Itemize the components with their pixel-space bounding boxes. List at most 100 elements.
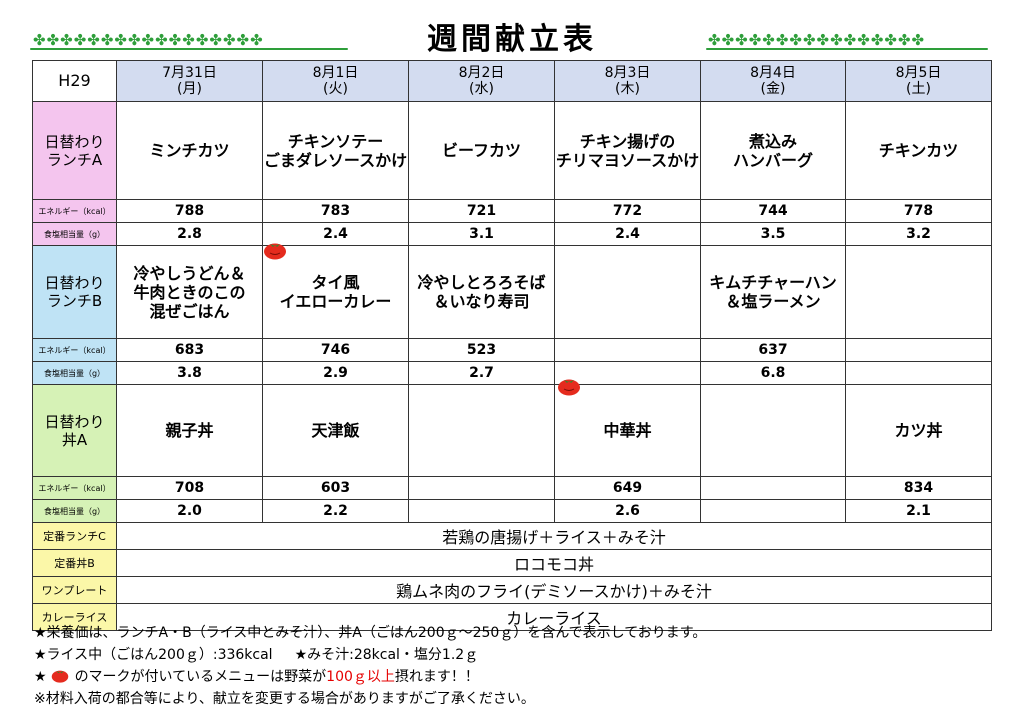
fixed-menu-value: 鶏ムネ肉のフライ(デミソースかけ)＋みそ汁 xyxy=(116,576,992,604)
energy-value: 523 xyxy=(408,338,555,362)
dish-cell: チキン揚げの チリマヨソースかけ xyxy=(554,101,701,200)
date-text: 8月5日 xyxy=(895,65,942,81)
dish-line: ビーフカツ xyxy=(441,141,522,160)
lunch-a-label: 日替わり ランチA xyxy=(32,101,117,200)
dish-cell xyxy=(408,384,555,477)
tomato-icon xyxy=(51,670,68,683)
dish-line: 牛肉ときのこの xyxy=(133,282,246,302)
year-cell: H29 xyxy=(32,60,117,102)
don-a-salt-row: 食塩相当量（g） 2.0 2.2 2.6 2.1 xyxy=(32,499,992,523)
don-a-label: 日替わり 丼A xyxy=(32,384,117,477)
energy-value: 708 xyxy=(116,476,263,500)
tomato-icon xyxy=(264,243,286,260)
dish-line: ハンバーグ xyxy=(732,150,813,170)
date-text: 7月31日 xyxy=(162,65,217,81)
salt-value: 2.2 xyxy=(262,499,409,523)
dish-cell: ミンチカツ xyxy=(116,101,263,200)
energy-value: 683 xyxy=(116,338,263,362)
energy-label: エネルギー（kcal） xyxy=(32,338,117,362)
lunch-b-label: 日替わり ランチB xyxy=(32,245,117,339)
dish-line: チキンソテー xyxy=(287,131,384,151)
label-line: 日替わり xyxy=(44,132,105,151)
dish-cell: ビーフカツ xyxy=(408,101,555,200)
dish-cell: 冷やしとろろそば ＆いなり寿司 xyxy=(408,245,555,339)
weekday-text: (月) xyxy=(177,81,202,97)
date-header: 8月3日 (木) xyxy=(554,60,701,102)
energy-value: 772 xyxy=(554,199,701,223)
dish-line: チキンカツ xyxy=(878,141,959,160)
energy-value: 834 xyxy=(845,476,992,500)
lunch-b-energy-row: エネルギー（kcal） 683 746 523 637 xyxy=(32,338,992,362)
dish-line: キムチチャーハン xyxy=(709,273,837,292)
salt-value: 2.1 xyxy=(845,499,992,523)
date-header: 8月4日 (金) xyxy=(700,60,846,102)
lunch-b-dish-row: 日替わり ランチB 冷やしうどん＆ 牛肉ときのこの 混ぜごはん タイ風 イエローカレー … xyxy=(32,245,992,339)
label-line: ランチA xyxy=(46,150,103,169)
vegetable-note-end: 摂れます！！ xyxy=(394,669,479,685)
dish-cell: タイ風 イエローカレー xyxy=(262,245,409,339)
weekday-text: (水) xyxy=(469,81,494,97)
energy-value: 721 xyxy=(408,199,555,223)
weekday-text: (金) xyxy=(760,81,786,97)
energy-value: 744 xyxy=(700,199,846,223)
energy-value xyxy=(700,476,846,500)
note-line: ※材料入荷の都合等により、献立を変更する場合がありますがご了承ください。 xyxy=(34,691,535,707)
menu-table: H29 7月31日 (月) 8月1日 (火) 8月2日 (水) 8月3日 (木) 8月4… xyxy=(32,60,992,631)
vegetable-note: のマークが付いているメニューは野菜が xyxy=(74,669,327,685)
dish-cell: カツ丼 xyxy=(845,384,992,477)
date-text: 8月4日 xyxy=(750,65,796,81)
rice-note: ★ライス中（ごはん200ｇ）:336kcal xyxy=(34,647,273,663)
dish-cell: 煮込み ハンバーグ xyxy=(700,101,846,200)
dish-line: チリマヨソースかけ xyxy=(555,150,700,170)
salt-value: 2.9 xyxy=(262,361,409,385)
energy-value: 649 xyxy=(554,476,701,500)
salt-value: 3.8 xyxy=(116,361,263,385)
label-line: 日替わり xyxy=(44,412,105,431)
dish-line: 冷やしとろろそば xyxy=(417,273,546,292)
fixed-menu-label: ワンプレート xyxy=(32,576,117,604)
salt-value: 2.0 xyxy=(116,499,263,523)
energy-value: 603 xyxy=(262,476,409,500)
lunch-a-energy-row: エネルギー（kcal） 788 783 721 772 744 778 xyxy=(32,199,992,223)
miso-note: ★みそ汁:28kcal・塩分1.2ｇ xyxy=(294,647,479,663)
dish-line: 親子丼 xyxy=(165,421,214,440)
salt-label: 食塩相当量（g） xyxy=(32,361,117,385)
dish-cell xyxy=(554,245,701,339)
energy-value xyxy=(845,338,992,362)
fixed-menu-label: 定番ランチC xyxy=(32,522,117,550)
date-text: 8月3日 xyxy=(604,65,651,81)
energy-value xyxy=(408,476,555,500)
fixed-menu-value: 若鶏の唐揚げ＋ライス＋みそ汁 xyxy=(116,522,992,550)
note-line: ★ のマークが付いているメニューは野菜が100ｇ以上摂れます！！ xyxy=(34,666,706,688)
salt-value: 2.4 xyxy=(262,222,409,246)
dish-cell xyxy=(845,245,992,339)
salt-value xyxy=(845,361,992,385)
energy-value: 788 xyxy=(116,199,263,223)
dish-line: 天津飯 xyxy=(311,421,360,440)
date-header: 8月2日 (水) xyxy=(408,60,555,102)
dish-cell xyxy=(700,384,846,477)
date-text: 8月2日 xyxy=(458,65,505,81)
weekday-text: (木) xyxy=(615,81,640,97)
fixed-menu-row: ワンプレート 鶏ムネ肉のフライ(デミソースかけ)＋みそ汁 xyxy=(32,576,992,604)
dish-line: イエローカレー xyxy=(279,292,392,311)
salt-value: 2.8 xyxy=(116,222,263,246)
salt-value: 3.2 xyxy=(845,222,992,246)
dish-cell: 天津飯 xyxy=(262,384,409,477)
note-line: ★栄養価は、ランチA・B（ライス中とみそ汁）、丼A（ごはん200ｇ～250ｇ）を… xyxy=(34,625,707,641)
dish-line: ミンチカツ xyxy=(149,141,230,160)
clover-decoration-left: ✤✤✤✤✤✤✤✤✤✤✤✤✤✤✤✤✤ xyxy=(33,31,264,49)
dish-line: 冷やしうどん＆ xyxy=(133,263,246,283)
lunch-a-salt-row: 食塩相当量（g） 2.8 2.4 3.1 2.4 3.5 3.2 xyxy=(32,222,992,246)
dish-cell: 中華丼 xyxy=(554,384,701,477)
salt-label: 食塩相当量（g） xyxy=(32,499,117,523)
salt-value xyxy=(700,499,846,523)
dish-cell: チキンソテー ごまダレソースかけ xyxy=(262,101,409,200)
salt-value: 6.8 xyxy=(700,361,846,385)
don-a-energy-row: エネルギー（kcal） 708 603 649 834 xyxy=(32,476,992,500)
dish-line: 混ぜごはん xyxy=(149,301,230,321)
salt-value: 2.6 xyxy=(554,499,701,523)
energy-value: 746 xyxy=(262,338,409,362)
page-title: 週間献立表 xyxy=(427,22,597,57)
dish-line: ごまダレソースかけ xyxy=(263,150,408,170)
